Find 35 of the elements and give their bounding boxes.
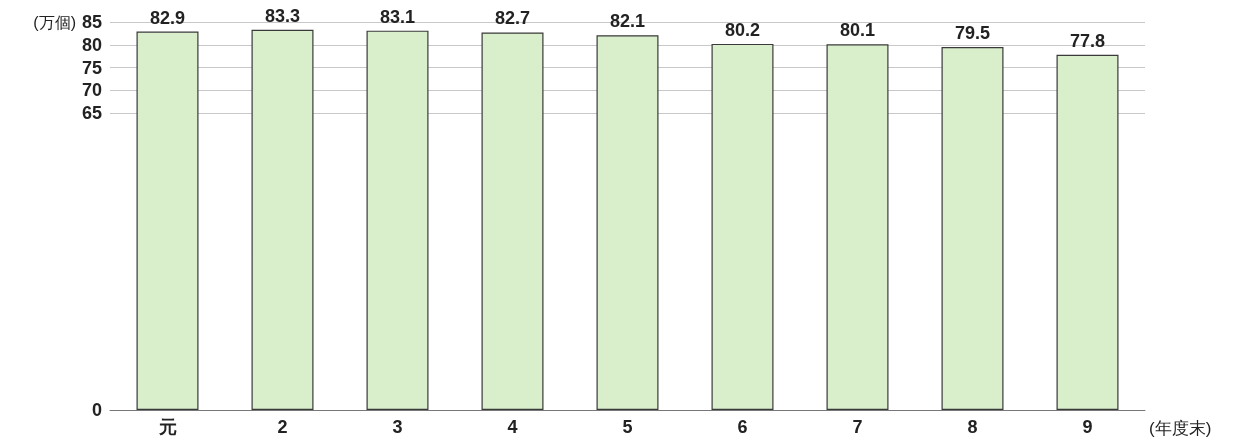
data-label: 83.3: [264, 5, 301, 26]
data-label: 77.8: [1069, 30, 1106, 51]
bar: [481, 32, 544, 410]
bar: [251, 29, 314, 410]
x-axis-title: (年度末): [1149, 419, 1212, 438]
data-label: 82.1: [609, 11, 646, 32]
bar: [366, 30, 429, 410]
bar: [596, 35, 659, 410]
y-tick-label: 0: [91, 400, 102, 420]
bar: [711, 43, 774, 410]
data-label: 83.1: [379, 6, 416, 27]
x-tick-label: 8: [967, 417, 978, 437]
bar: [1056, 54, 1119, 410]
y-tick-label: 75: [81, 57, 102, 78]
bar: [826, 44, 889, 410]
x-tick-label: 9: [1082, 417, 1093, 437]
y-axis-title: (万個): [33, 13, 76, 31]
y-tick-label: 80: [81, 34, 102, 55]
y-tick-label: 65: [81, 103, 102, 124]
data-label: 79.5: [954, 23, 991, 44]
data-label: 80.1: [839, 20, 876, 41]
y-tick-label: 70: [81, 80, 102, 101]
x-tick-label: 7: [852, 417, 863, 437]
y-tick-label: 85: [81, 12, 102, 32]
bar: [941, 47, 1004, 410]
bar: [136, 31, 199, 410]
x-tick-label: 2: [277, 417, 288, 437]
x-tick-label: 4: [507, 417, 518, 437]
x-tick-label: 3: [392, 417, 403, 437]
x-tick-label: 5: [622, 417, 633, 437]
data-label: 82.9: [149, 7, 186, 28]
x-tick-label: 6: [737, 417, 748, 437]
data-label: 80.2: [724, 19, 761, 40]
data-label: 82.7: [494, 8, 531, 29]
x-tick-label: 元: [157, 417, 177, 437]
